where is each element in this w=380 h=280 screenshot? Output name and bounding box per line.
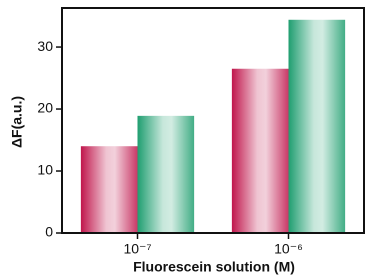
y-tick-label: 0 bbox=[45, 224, 53, 240]
y-tick-label: 20 bbox=[37, 100, 53, 116]
bar bbox=[231, 68, 289, 233]
bar bbox=[288, 19, 346, 234]
bar bbox=[80, 146, 138, 233]
x-tick-label: 10⁻⁷ bbox=[123, 241, 151, 257]
bar bbox=[137, 115, 195, 233]
y-axis-title: ΔF(a.u.) bbox=[9, 96, 25, 148]
y-tick-label: 30 bbox=[37, 38, 53, 54]
x-tick-label: 10⁻⁶ bbox=[274, 241, 303, 257]
plot-frame bbox=[61, 7, 365, 234]
y-tick-label: 10 bbox=[37, 162, 53, 178]
x-axis-title: Fluorescein solution (M) bbox=[133, 259, 295, 275]
